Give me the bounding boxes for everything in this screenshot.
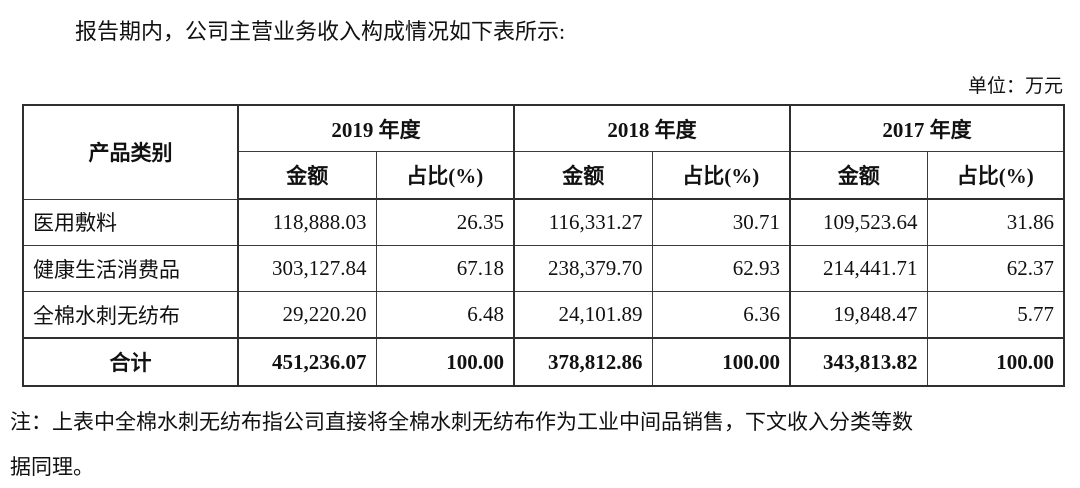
cell-2017-amount: 19,848.47 <box>789 291 928 339</box>
revenue-composition-table: 产品类别 2019 年度 2018 年度 2017 年度 金额 占比(%) 金额… <box>22 104 1065 387</box>
row-category: 健康生活消费品 <box>22 245 239 292</box>
table-row-health-consumer-products: 健康生活消费品 303,127.84 67.18 238,379.70 62.9… <box>22 245 1065 292</box>
cell-2019-amount-total: 451,236.07 <box>237 337 377 387</box>
cell-2018-ratio: 62.93 <box>651 245 791 292</box>
cell-2017-amount: 214,441.71 <box>789 245 928 292</box>
cell-2017-ratio-total: 100.00 <box>926 337 1065 387</box>
cell-2018-amount: 24,101.89 <box>513 291 653 339</box>
table-row-medical-dressings: 医用敷料 118,888.03 26.35 116,331.27 30.71 1… <box>22 198 1065 246</box>
header-product-category: 产品类别 <box>22 104 239 200</box>
cell-2017-amount: 109,523.64 <box>789 198 928 246</box>
header-amount-2018: 金额 <box>513 151 653 200</box>
header-ratio-2019: 占比(%) <box>375 151 515 200</box>
unit-label: 单位：万元 <box>967 76 1063 97</box>
footnote-line-2: 据同理。 <box>10 455 94 479</box>
cell-2017-ratio: 31.86 <box>926 198 1065 246</box>
total-label: 合计 <box>22 337 239 387</box>
header-amount-2019: 金额 <box>237 151 377 200</box>
header-year-2019: 2019 年度 <box>237 104 515 152</box>
cell-2017-ratio: 5.77 <box>926 291 1065 339</box>
cell-2018-ratio: 30.71 <box>651 198 791 246</box>
cell-2017-amount-total: 343,813.82 <box>789 337 928 387</box>
cell-2019-amount: 303,127.84 <box>237 245 377 292</box>
cell-2018-amount-total: 378,812.86 <box>513 337 653 387</box>
header-amount-2017: 金额 <box>789 151 928 200</box>
header-year-2017: 2017 年度 <box>789 104 1065 152</box>
cell-2019-ratio: 67.18 <box>375 245 515 292</box>
cell-2018-ratio: 6.36 <box>651 291 791 339</box>
table-row-total: 合计 451,236.07 100.00 378,812.86 100.00 3… <box>22 337 1065 387</box>
intro-paragraph: 报告期内，公司主营业务收入构成情况如下表所示: <box>75 19 566 44</box>
row-category: 全棉水刺无纺布 <box>22 291 239 339</box>
header-row-subcolumns: 金额 占比(%) 金额 占比(%) 金额 占比(%) <box>23 151 1065 200</box>
cell-2018-ratio-total: 100.00 <box>651 337 791 387</box>
cell-2018-amount: 238,379.70 <box>513 245 653 292</box>
cell-2019-amount: 118,888.03 <box>237 198 377 246</box>
header-year-2018: 2018 年度 <box>513 104 791 152</box>
row-category: 医用敷料 <box>22 198 239 246</box>
cell-2019-amount: 29,220.20 <box>237 291 377 339</box>
footnote: 注：上表中全棉水刺无纺布指公司直接将全棉水刺无纺布作为工业中间品销售，下文收入分… <box>10 400 1080 488</box>
header-ratio-2017: 占比(%) <box>926 151 1065 200</box>
cell-2018-amount: 116,331.27 <box>513 198 653 246</box>
table-row-cotton-spunlace-nonwoven: 全棉水刺无纺布 29,220.20 6.48 24,101.89 6.36 19… <box>22 291 1065 339</box>
footnote-line-1: 注：上表中全棉水刺无纺布指公司直接将全棉水刺无纺布作为工业中间品销售，下文收入分… <box>10 410 913 434</box>
header-row-years: 产品类别 2019 年度 2018 年度 2017 年度 <box>22 104 1065 200</box>
cell-2019-ratio: 26.35 <box>375 198 515 246</box>
cell-2017-ratio: 62.37 <box>926 245 1065 292</box>
header-ratio-2018: 占比(%) <box>651 151 791 200</box>
cell-2019-ratio: 6.48 <box>375 291 515 339</box>
cell-2019-ratio-total: 100.00 <box>375 337 515 387</box>
